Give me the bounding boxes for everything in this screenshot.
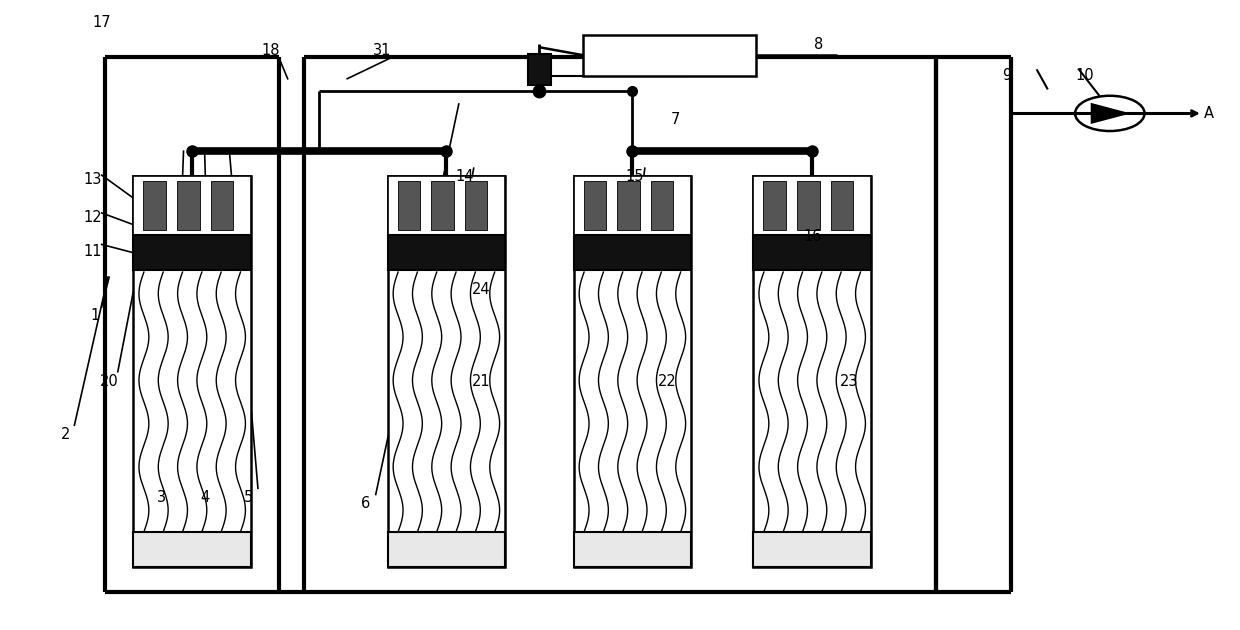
Bar — [797, 181, 820, 231]
Text: A: A — [1204, 106, 1214, 121]
Text: 12: 12 — [83, 210, 103, 225]
Text: 3: 3 — [156, 490, 166, 505]
Text: 7: 7 — [671, 112, 681, 127]
Text: 14: 14 — [456, 169, 474, 184]
Bar — [177, 181, 200, 231]
Text: 24: 24 — [471, 282, 491, 297]
Bar — [764, 181, 786, 231]
Text: 11: 11 — [84, 244, 102, 260]
Bar — [754, 532, 870, 567]
Text: 13: 13 — [84, 172, 102, 187]
Text: 10: 10 — [1075, 68, 1095, 83]
Bar — [754, 235, 870, 270]
Bar — [144, 181, 166, 231]
Text: 1: 1 — [91, 307, 100, 323]
Bar — [583, 35, 756, 76]
Text: 21: 21 — [471, 374, 491, 389]
Text: 4: 4 — [200, 490, 210, 505]
Text: 6: 6 — [361, 496, 371, 512]
Bar — [528, 54, 551, 85]
Bar — [134, 532, 250, 567]
Polygon shape — [1091, 103, 1131, 124]
Text: 15: 15 — [626, 169, 644, 184]
Bar — [573, 532, 692, 567]
Bar — [134, 176, 250, 567]
Bar — [387, 176, 506, 235]
Bar — [398, 181, 420, 231]
Bar — [134, 235, 250, 270]
Text: 22: 22 — [657, 374, 677, 389]
Bar — [387, 532, 506, 567]
Bar — [651, 181, 673, 231]
Text: 5: 5 — [243, 490, 253, 505]
Text: 31: 31 — [373, 43, 391, 58]
Text: 23: 23 — [841, 374, 858, 389]
Text: 20: 20 — [99, 374, 119, 389]
Bar — [831, 181, 853, 231]
Text: 9: 9 — [1002, 68, 1012, 83]
Bar — [573, 176, 692, 235]
Bar — [618, 181, 640, 231]
Bar — [754, 176, 870, 235]
Bar — [573, 176, 692, 567]
Bar — [754, 176, 870, 567]
Text: 18: 18 — [262, 43, 279, 58]
Bar — [584, 181, 606, 231]
Bar — [387, 235, 506, 270]
Bar — [211, 181, 233, 231]
Bar — [387, 176, 506, 567]
Text: 17: 17 — [92, 14, 112, 30]
Bar — [134, 176, 250, 235]
Text: 16: 16 — [804, 229, 821, 244]
Bar — [573, 235, 692, 270]
Text: 8: 8 — [813, 37, 823, 52]
Text: 2: 2 — [61, 427, 71, 442]
Bar — [432, 181, 454, 231]
Bar — [465, 181, 487, 231]
